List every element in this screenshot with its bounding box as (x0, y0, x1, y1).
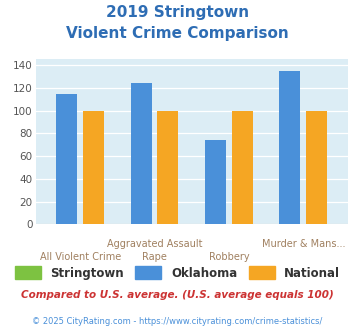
Text: Violent Crime Comparison: Violent Crime Comparison (66, 26, 289, 41)
Bar (83, 111, 104, 224)
Text: Compared to U.S. average. (U.S. average equals 100): Compared to U.S. average. (U.S. average … (21, 290, 334, 300)
Bar (56, 93, 77, 224)
Text: Rape: Rape (142, 252, 167, 262)
Bar (131, 83, 152, 224)
Bar (232, 111, 253, 224)
Text: Murder & Mans...: Murder & Mans... (262, 239, 345, 249)
Bar (306, 111, 327, 224)
Text: 2019 Stringtown: 2019 Stringtown (106, 5, 249, 20)
Text: Aggravated Assault: Aggravated Assault (107, 239, 202, 249)
Bar (158, 111, 178, 224)
Legend: Stringtown, Oklahoma, National: Stringtown, Oklahoma, National (10, 262, 345, 284)
Text: © 2025 CityRating.com - https://www.cityrating.com/crime-statistics/: © 2025 CityRating.com - https://www.city… (32, 317, 323, 326)
Bar (205, 140, 226, 224)
Bar (279, 71, 300, 224)
Text: Robbery: Robbery (209, 252, 249, 262)
Text: All Violent Crime: All Violent Crime (39, 252, 121, 262)
